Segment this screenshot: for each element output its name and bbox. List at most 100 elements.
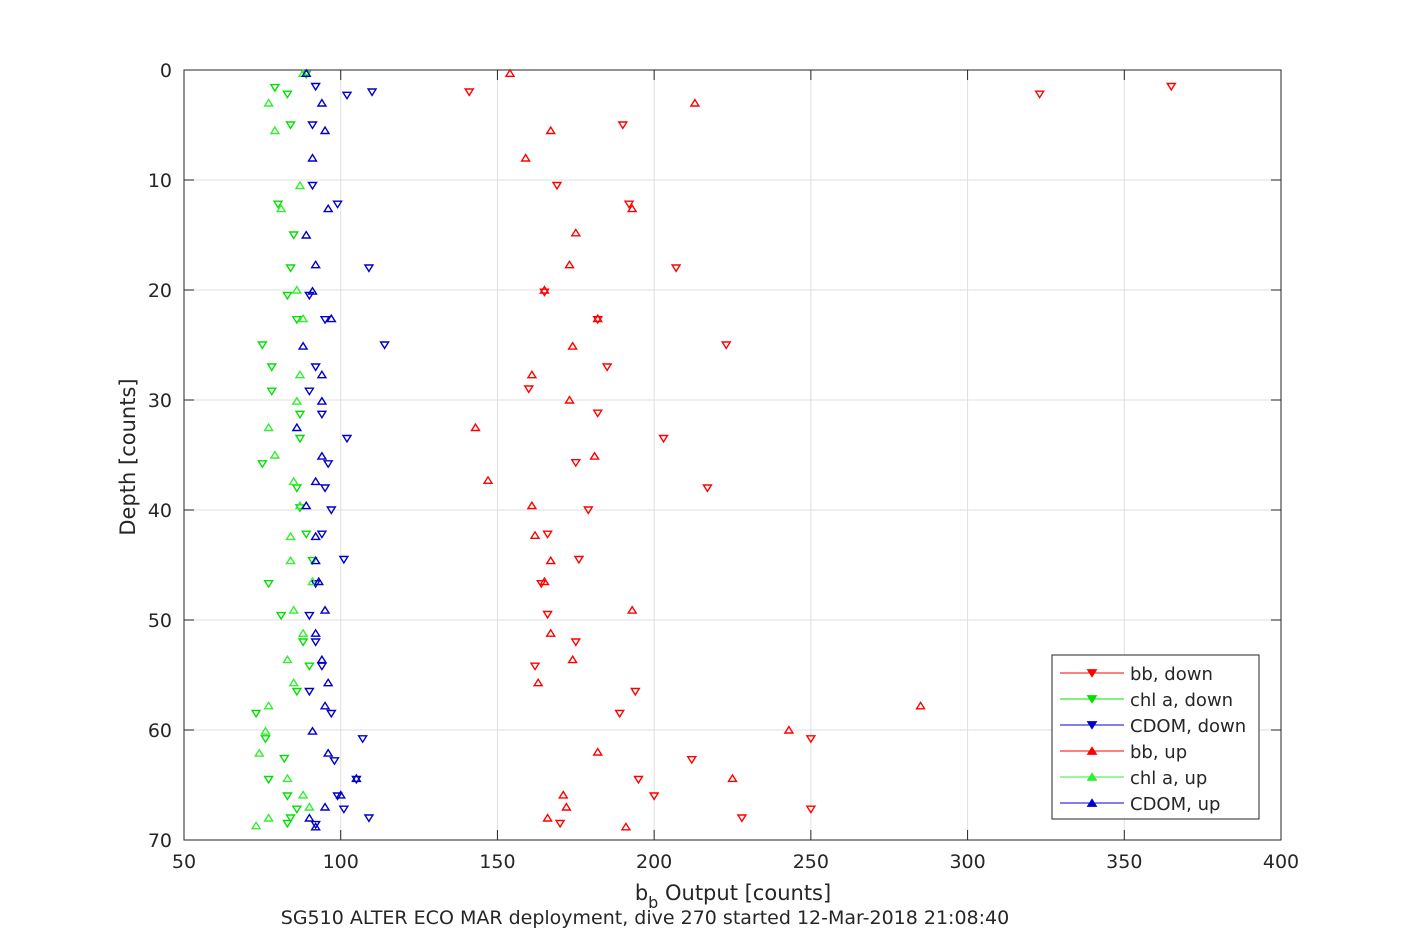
data-point-series-0 (523, 385, 535, 394)
x-tick-label: 150 (479, 851, 515, 873)
data-point-series-1 (294, 410, 306, 420)
legend: bb, down chl a, down CDOM, down bb, up chl a… (1051, 654, 1260, 820)
data-point-series-4 (263, 422, 274, 432)
data-point-series-4 (294, 500, 306, 510)
data-point-series-4 (285, 531, 296, 541)
data-point-series-5 (313, 576, 325, 586)
data-point-series-0 (736, 814, 748, 823)
x-tick-label: 200 (636, 851, 672, 873)
data-point-series-1 (275, 611, 287, 621)
data-point-series-3 (532, 677, 544, 687)
data-point-series-4 (253, 748, 265, 757)
data-point-series-4 (297, 313, 309, 323)
data-point-series-3 (529, 530, 541, 539)
data-point-series-2 (332, 200, 343, 209)
data-point-series-1 (304, 662, 315, 671)
footer-caption: SG510 ALTER ECO MAR deployment, dive 270… (281, 907, 1009, 929)
data-point-series-3 (526, 369, 538, 379)
y-tick-label: 40 (148, 500, 172, 522)
legend-marker (1086, 746, 1098, 755)
data-point-series-2 (329, 757, 340, 766)
data-point-series-1 (297, 638, 309, 647)
data-point-series-1 (285, 121, 296, 130)
data-point-series-2 (338, 555, 350, 565)
y-tick-label: 50 (148, 610, 172, 632)
data-point-series-2 (363, 264, 375, 273)
data-point-series-3 (626, 203, 638, 213)
data-point-series-1 (269, 83, 281, 93)
data-point-series-5 (310, 822, 321, 831)
data-point-series-1 (282, 291, 293, 301)
data-point-series-3 (470, 422, 481, 432)
data-point-series-0 (702, 484, 713, 493)
data-point-series-4 (291, 396, 303, 405)
data-point-series-3 (592, 313, 603, 323)
data-point-series-5 (322, 748, 334, 757)
data-point-series-0 (570, 638, 582, 647)
data-point-series-2 (322, 460, 334, 469)
legend-box (1051, 654, 1260, 820)
legend-marker (1086, 695, 1098, 704)
data-point-series-2 (332, 792, 343, 801)
data-point-series-4 (269, 450, 281, 459)
data-point-series-5 (310, 259, 321, 269)
data-point-series-5 (319, 605, 331, 614)
data-point-series-4 (282, 773, 293, 783)
data-point-series-1 (272, 200, 284, 209)
data-point-series-4 (307, 576, 318, 586)
x-axis-label-base: b (635, 881, 648, 905)
data-point-series-1 (282, 819, 293, 829)
data-point-series-2 (304, 687, 315, 697)
data-point-series-0 (805, 805, 817, 814)
data-point-series-5 (291, 422, 303, 432)
data-point-series-4 (288, 677, 299, 687)
data-point-series-1 (282, 792, 293, 801)
data-point-series-2 (351, 775, 362, 785)
data-point-series-4 (263, 98, 274, 107)
data-point-series-0 (648, 792, 660, 801)
data-point-series-0 (570, 459, 582, 468)
data-point-series-5 (335, 790, 346, 799)
legend-marker (1086, 798, 1098, 807)
data-point-series-0 (601, 363, 613, 372)
data-point-series-5 (300, 230, 312, 239)
x-tick-label: 50 (172, 851, 196, 873)
data-point-series-5 (316, 98, 328, 107)
tick-labels: 50 100 150 200 250 300 350 400 0 10 20 30 40 50 60 70 (148, 60, 1299, 873)
data-point-series-2 (310, 82, 321, 92)
data-point-series-1 (285, 814, 296, 823)
data-point-series-4 (263, 701, 274, 710)
data-point-series-2 (304, 611, 315, 621)
data-point-series-3 (542, 813, 553, 822)
data-point-series-0 (1034, 90, 1045, 99)
data-point-series-1 (279, 754, 290, 764)
data-point-series-2 (366, 88, 378, 97)
data-point-series-1 (257, 341, 268, 350)
data-point-series-5 (351, 773, 362, 783)
data-point-series-0 (529, 662, 541, 671)
data-point-series-4 (288, 605, 299, 614)
data-point-series-1 (260, 735, 271, 744)
y-tick-label: 0 (160, 60, 172, 82)
data-point-series-3 (545, 555, 556, 565)
data-point-series-4 (285, 555, 296, 565)
x-tick-label: 300 (949, 851, 985, 873)
data-point-series-2 (307, 121, 318, 130)
data-point-series-0 (592, 409, 603, 418)
data-point-series-3 (557, 790, 569, 799)
data-point-series-1 (291, 805, 303, 814)
data-point-series-2 (304, 387, 315, 396)
data-point-series-5 (316, 451, 328, 460)
data-point-series-3 (915, 701, 926, 710)
axes (183, 69, 1282, 841)
data-point-series-3 (626, 605, 638, 614)
data-point-series-2 (363, 814, 375, 823)
data-point-series-5 (310, 555, 321, 565)
data-point-series-0 (551, 181, 563, 191)
data-point-series-2 (319, 484, 331, 493)
data-point-series-0 (633, 775, 644, 785)
data-point-series-4 (275, 203, 287, 213)
data-point-series-2 (341, 434, 353, 444)
data-point-series-0 (614, 709, 625, 719)
data-point-series-1 (263, 775, 274, 785)
